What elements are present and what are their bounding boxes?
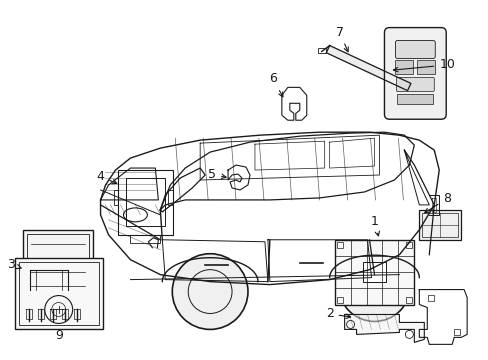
- Text: 7: 7: [335, 26, 347, 52]
- Bar: [168, 190, 173, 205]
- Text: 3: 3: [7, 258, 21, 271]
- Text: 8: 8: [424, 192, 450, 213]
- Bar: [422, 213, 457, 237]
- Bar: [19, 262, 99, 325]
- Circle shape: [172, 254, 247, 329]
- Bar: [416, 60, 434, 75]
- Bar: [427, 294, 433, 301]
- Bar: [23, 230, 92, 310]
- Text: 5: 5: [208, 168, 225, 181]
- Polygon shape: [344, 315, 424, 342]
- Bar: [118, 170, 173, 235]
- Bar: [419, 210, 460, 240]
- Bar: [126, 178, 165, 226]
- Bar: [27, 234, 88, 306]
- Bar: [395, 60, 412, 75]
- Text: 10: 10: [393, 58, 454, 72]
- Bar: [362, 262, 386, 282]
- Bar: [317, 48, 325, 54]
- Text: 1: 1: [370, 215, 379, 236]
- Bar: [397, 94, 432, 104]
- Bar: [406, 297, 411, 302]
- Text: 4: 4: [97, 170, 117, 184]
- Bar: [336, 297, 342, 302]
- FancyBboxPatch shape: [396, 77, 433, 91]
- FancyBboxPatch shape: [395, 41, 434, 58]
- Bar: [336, 242, 342, 248]
- Circle shape: [338, 250, 409, 321]
- Text: 9: 9: [55, 329, 62, 342]
- Text: 2: 2: [325, 307, 350, 320]
- Bar: [130, 235, 160, 243]
- FancyBboxPatch shape: [384, 28, 446, 119]
- Bar: [15, 258, 102, 329]
- Text: 6: 6: [268, 72, 282, 97]
- Bar: [453, 329, 459, 336]
- Bar: [113, 190, 118, 205]
- Bar: [406, 242, 411, 248]
- Bar: [334, 240, 413, 305]
- Polygon shape: [325, 45, 410, 91]
